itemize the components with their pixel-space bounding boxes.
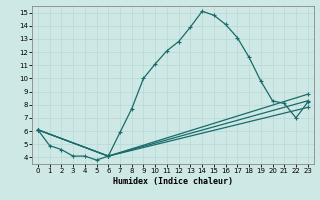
X-axis label: Humidex (Indice chaleur): Humidex (Indice chaleur) [113, 177, 233, 186]
